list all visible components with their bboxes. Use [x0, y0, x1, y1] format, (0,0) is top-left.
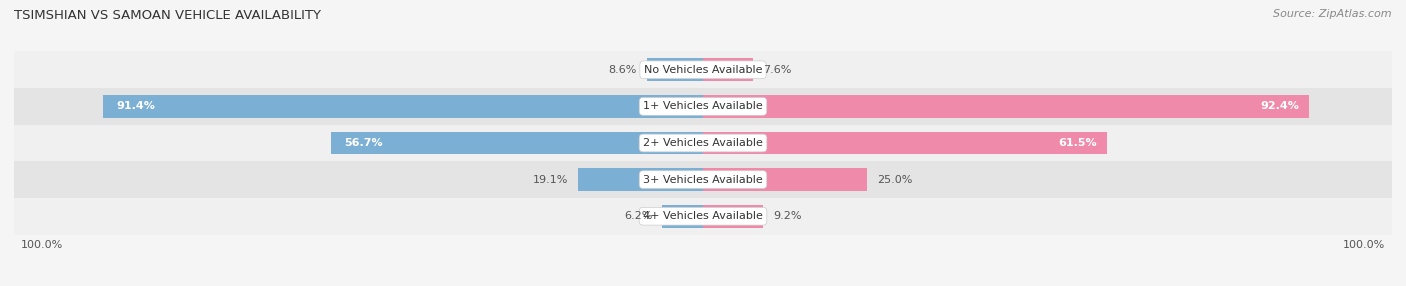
Text: TSIMSHIAN VS SAMOAN VEHICLE AVAILABILITY: TSIMSHIAN VS SAMOAN VEHICLE AVAILABILITY: [14, 9, 321, 21]
Text: 7.6%: 7.6%: [762, 65, 792, 75]
Text: 100.0%: 100.0%: [1343, 240, 1385, 250]
Bar: [647, 58, 703, 81]
Bar: [578, 168, 703, 191]
Bar: [703, 168, 868, 191]
Text: No Vehicles Available: No Vehicles Available: [644, 65, 762, 75]
Text: 8.6%: 8.6%: [609, 65, 637, 75]
Text: 100.0%: 100.0%: [21, 240, 63, 250]
Text: 9.2%: 9.2%: [773, 211, 801, 221]
Text: 1+ Vehicles Available: 1+ Vehicles Available: [643, 102, 763, 111]
Bar: [14, 88, 1392, 125]
Bar: [703, 95, 1309, 118]
Bar: [14, 51, 1392, 88]
Text: 4+ Vehicles Available: 4+ Vehicles Available: [643, 211, 763, 221]
Bar: [662, 205, 703, 228]
Text: 92.4%: 92.4%: [1261, 102, 1299, 111]
Text: 56.7%: 56.7%: [344, 138, 382, 148]
Bar: [703, 205, 763, 228]
Text: 2+ Vehicles Available: 2+ Vehicles Available: [643, 138, 763, 148]
Bar: [14, 161, 1392, 198]
Text: 19.1%: 19.1%: [533, 175, 568, 184]
Text: 25.0%: 25.0%: [877, 175, 912, 184]
Text: Source: ZipAtlas.com: Source: ZipAtlas.com: [1274, 9, 1392, 19]
Bar: [330, 132, 703, 154]
Bar: [703, 132, 1107, 154]
Bar: [14, 125, 1392, 161]
Text: 91.4%: 91.4%: [117, 102, 155, 111]
Text: 61.5%: 61.5%: [1059, 138, 1097, 148]
Bar: [14, 198, 1392, 235]
Text: 6.2%: 6.2%: [624, 211, 652, 221]
Text: 3+ Vehicles Available: 3+ Vehicles Available: [643, 175, 763, 184]
Bar: [103, 95, 703, 118]
Bar: [703, 58, 752, 81]
